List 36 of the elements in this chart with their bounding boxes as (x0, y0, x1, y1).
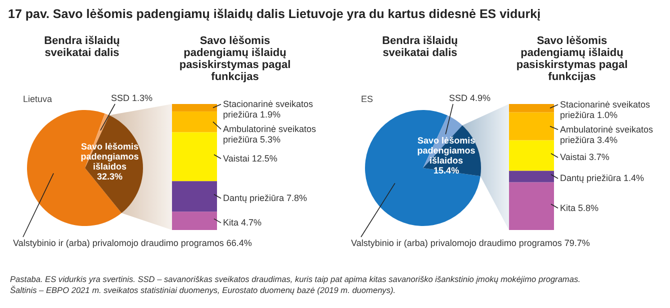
pie-slice (365, 110, 480, 226)
data-label: Stacionarinė sveikatos priežiūra 1.9% (223, 99, 314, 120)
bar (172, 212, 217, 230)
slice-label: Valstybinio ir (arba) privalomojo draudimo programos 79.7% (351, 238, 590, 248)
chart-title: Savo lėšomis padengiamų išlaidų pasiskirstymas pagal funkcijas (179, 35, 291, 83)
bar (172, 111, 217, 132)
chart-title: Bendra išlaidų sveikatai dalis (382, 35, 458, 59)
data-label: Stacionarinė sveikatos priežiūra 1.0% (560, 100, 651, 120)
bar (172, 181, 217, 212)
text: 17 pav. Savo lėšomis padengiamų išlaidų dalis Lietuvoje yra du kartus didesnė ES vidurkį (8, 7, 541, 21)
data-label: Vaistai 3.7% (560, 152, 610, 162)
bar (172, 104, 217, 112)
text: Pastaba. ES vidurkis yra svertinis. SSD – savanoriškas sveikatos draudimas, kuris taip pat apima kitas savanoriško išankstinio įmokų mokėjimo programas. (10, 274, 580, 284)
chart-subtitle: ES (361, 94, 374, 104)
data-label: Kita 5.8% (560, 202, 599, 213)
data-label: Ambulatorinė sveikatos priežiūra 5.3% (223, 124, 317, 145)
slice-label: Savo lėšomis padengiamos išlaidos (417, 135, 476, 166)
chart-title: Savo lėšomis padengiamų išlaidų pasiskirstymas pagal funkcijas (516, 35, 628, 83)
bar (509, 104, 554, 112)
chart-title: Bendra išlaidų sveikatai dalis (44, 35, 120, 59)
slice-label: SSD 1.3% (111, 93, 153, 103)
bar (509, 140, 554, 171)
text: Šaltinis – EBPO 2021 m. sveikatos statistiniai duomenys, Eurostato duomenų bazė (2019 m. duomenys). (10, 285, 396, 295)
data-label: Dantų priežiūra 7.8% (223, 193, 308, 204)
bar (509, 112, 554, 140)
slice-label: SSD 4.9% (449, 93, 491, 103)
data-label: 32.3% (97, 171, 123, 182)
data-label: Dantų priežiūra 1.4% (560, 173, 644, 184)
bar (509, 170, 554, 182)
chart-subtitle: Lietuva (23, 94, 52, 104)
data-label: Vaistai 12.5% (223, 153, 278, 164)
data-label: Ambulatorinė sveikatos priežiūra 3.4% (560, 124, 654, 146)
slice-label: Savo lėšomis padengiamos išlaidos (80, 141, 139, 172)
slice-label: Valstybinio ir (arba) privalomojo draudimo programos 66.4% (13, 238, 252, 248)
data-label: Kita 4.7% (223, 218, 262, 228)
data-label: 15.4% (434, 165, 460, 176)
